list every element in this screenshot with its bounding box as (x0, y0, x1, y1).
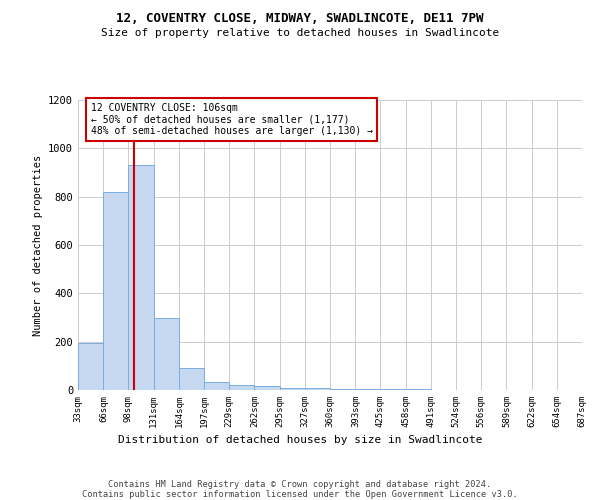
Y-axis label: Number of detached properties: Number of detached properties (32, 154, 43, 336)
Bar (205, 382, 229, 390)
Bar (103, 192, 128, 390)
Text: 12, COVENTRY CLOSE, MIDWAY, SWADLINCOTE, DE11 7PW: 12, COVENTRY CLOSE, MIDWAY, SWADLINCOTE,… (116, 12, 484, 26)
Bar (78, 343, 103, 390)
Bar (305, 388, 330, 390)
Bar (254, 386, 280, 390)
Bar (154, 318, 179, 390)
Text: Size of property relative to detached houses in Swadlincote: Size of property relative to detached ho… (101, 28, 499, 38)
Bar (229, 385, 254, 390)
Text: Contains HM Land Registry data © Crown copyright and database right 2024.
Contai: Contains HM Land Registry data © Crown c… (82, 480, 518, 500)
Bar (128, 165, 154, 390)
Text: 12 COVENTRY CLOSE: 106sqm
← 50% of detached houses are smaller (1,177)
48% of se: 12 COVENTRY CLOSE: 106sqm ← 50% of detac… (91, 103, 373, 136)
Bar (179, 368, 205, 390)
Bar (355, 389, 380, 390)
Bar (280, 388, 305, 390)
Text: Distribution of detached houses by size in Swadlincote: Distribution of detached houses by size … (118, 435, 482, 445)
Bar (330, 389, 355, 390)
